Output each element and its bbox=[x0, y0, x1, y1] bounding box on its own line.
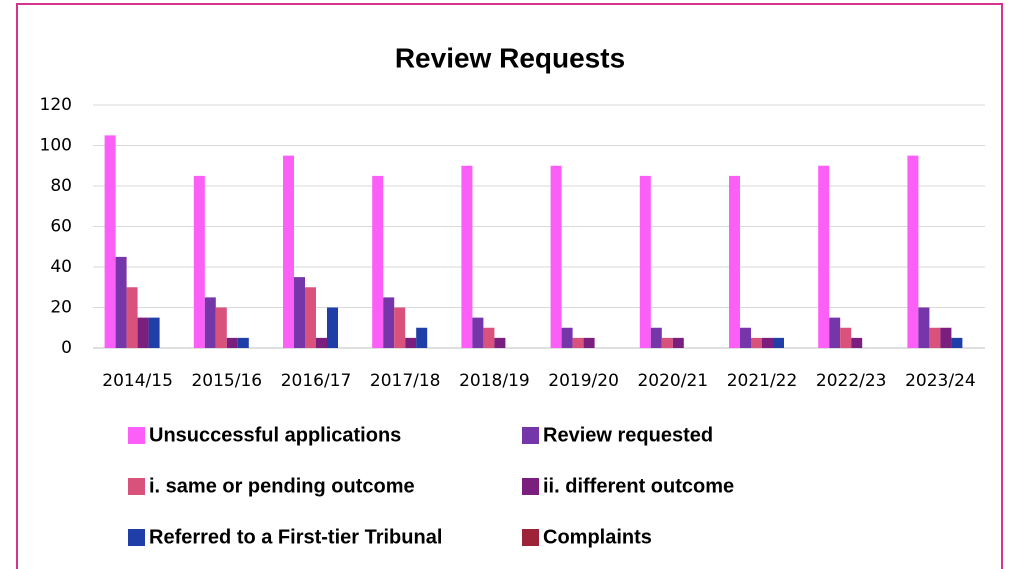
chart-title: Review Requests bbox=[395, 42, 625, 73]
bar bbox=[572, 337, 584, 348]
bar bbox=[773, 337, 784, 348]
bar bbox=[372, 175, 384, 348]
y-tick-label: 80 bbox=[50, 176, 72, 196]
x-tick-label: 2016/17 bbox=[281, 371, 352, 391]
bar bbox=[383, 297, 395, 348]
x-tick-label: 2019/20 bbox=[548, 371, 619, 391]
bar bbox=[583, 337, 595, 348]
legend-label: Complaints bbox=[543, 526, 652, 548]
bar bbox=[394, 307, 406, 348]
bar bbox=[661, 337, 673, 348]
bar bbox=[907, 155, 919, 348]
x-tick-label: 2015/16 bbox=[191, 371, 262, 391]
bar bbox=[940, 327, 952, 348]
y-tick-label: 100 bbox=[40, 136, 72, 156]
bar bbox=[472, 317, 484, 348]
bar bbox=[818, 165, 830, 348]
x-tick-label: 2017/18 bbox=[370, 371, 441, 391]
y-tick-label: 60 bbox=[50, 217, 72, 237]
legend-swatch bbox=[128, 478, 145, 495]
bar bbox=[840, 327, 852, 348]
legend-label: Referred to a First-tier Tribunal bbox=[149, 526, 442, 548]
x-tick-label: 2018/19 bbox=[459, 371, 530, 391]
bar bbox=[126, 287, 138, 348]
bar bbox=[316, 337, 327, 348]
bar bbox=[193, 175, 205, 348]
chart-border bbox=[16, 3, 1003, 569]
bar bbox=[405, 337, 417, 348]
bar bbox=[929, 327, 941, 348]
bar bbox=[550, 165, 562, 348]
bar bbox=[104, 135, 116, 348]
bar bbox=[918, 307, 930, 348]
bar bbox=[639, 175, 651, 348]
bar bbox=[204, 297, 216, 348]
bar bbox=[729, 175, 740, 348]
bar bbox=[829, 317, 841, 348]
legend-swatch bbox=[128, 427, 145, 444]
x-tick-label: 2022/23 bbox=[816, 371, 887, 391]
bar bbox=[115, 256, 127, 348]
bar bbox=[215, 307, 227, 348]
bar bbox=[762, 337, 773, 348]
bar bbox=[294, 277, 305, 348]
bar bbox=[740, 327, 751, 348]
bar bbox=[283, 155, 294, 348]
bar bbox=[305, 287, 316, 348]
legend-label: Review requested bbox=[543, 424, 713, 446]
y-tick-label: 120 bbox=[40, 95, 72, 115]
x-tick-label: 2020/21 bbox=[637, 371, 708, 391]
bar bbox=[226, 337, 238, 348]
bar bbox=[461, 165, 473, 348]
bar bbox=[483, 327, 495, 348]
bar bbox=[137, 317, 149, 348]
legend-swatch bbox=[522, 427, 539, 444]
bar bbox=[237, 337, 249, 348]
bar bbox=[672, 337, 684, 348]
bar bbox=[951, 337, 963, 348]
bar bbox=[494, 337, 506, 348]
bar bbox=[327, 307, 338, 348]
legend-label: ii. different outcome bbox=[543, 475, 734, 497]
bar bbox=[416, 327, 428, 348]
legend-swatch bbox=[522, 529, 539, 546]
x-tick-label: 2014/15 bbox=[102, 371, 173, 391]
y-tick-label: 40 bbox=[50, 257, 72, 277]
y-tick-label: 0 bbox=[61, 338, 72, 358]
x-tick-label: 2023/24 bbox=[905, 371, 976, 391]
bar bbox=[650, 327, 662, 348]
bar bbox=[851, 337, 863, 348]
bar bbox=[751, 337, 762, 348]
x-tick-label: 2021/22 bbox=[727, 371, 798, 391]
legend-label: i. same or pending outcome bbox=[149, 475, 415, 497]
legend-swatch bbox=[522, 478, 539, 495]
bar bbox=[148, 317, 160, 348]
bar bbox=[561, 327, 573, 348]
legend-swatch bbox=[128, 529, 145, 546]
y-tick-label: 20 bbox=[50, 298, 72, 318]
legend-label: Unsuccessful applications bbox=[149, 424, 401, 446]
